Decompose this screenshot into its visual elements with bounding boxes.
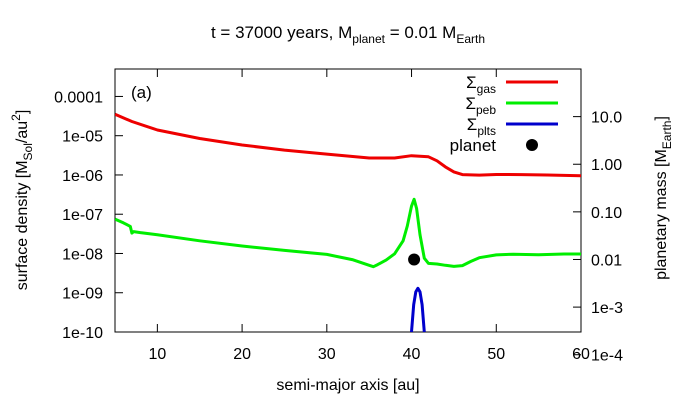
x-tick-label: 50 bbox=[487, 346, 505, 363]
legend-marker bbox=[526, 139, 538, 151]
y-right-tick-label: 1.00 bbox=[591, 157, 622, 174]
y-right-tick-label: 0.01 bbox=[591, 252, 622, 269]
y-right-tick-label: 1e-4 bbox=[591, 348, 623, 365]
y-left-tick-label: 0.0001 bbox=[54, 89, 103, 106]
x-tick-label: 10 bbox=[148, 346, 166, 363]
x-tick-label: 40 bbox=[403, 346, 421, 363]
legend-label: planet bbox=[450, 136, 497, 155]
y-axis-right-title: planetary mass [MEarth] bbox=[653, 116, 674, 280]
chart-title: t = 37000 years, Mplanet = 0.01 MEarth bbox=[211, 23, 485, 46]
y-axis-right: 1e-4 1e-3 0.01 0.10 1.00 10.0 bbox=[573, 110, 623, 365]
y-right-tick-label: 10.0 bbox=[591, 110, 622, 127]
y-right-tick-label: 1e-3 bbox=[591, 300, 623, 317]
legend-label: Σgas bbox=[466, 73, 496, 96]
planet-marker bbox=[408, 253, 421, 266]
series-line-Σpeb bbox=[115, 197, 581, 269]
x-axis-title: semi-major axis [au] bbox=[276, 377, 419, 394]
series-line-Σgas bbox=[115, 112, 581, 178]
panel-label: (a) bbox=[131, 83, 152, 102]
y-axis-left: 1e-10 1e-09 1e-08 1e-07 1e-06 1e-05 0.0001 bbox=[54, 89, 123, 342]
series-group bbox=[115, 112, 581, 332]
y-left-tick-label: 1e-09 bbox=[62, 286, 103, 303]
x-tick-label: 60 bbox=[572, 346, 590, 363]
series-line-Σplts bbox=[410, 286, 426, 332]
y-right-tick-label: 0.10 bbox=[591, 205, 622, 222]
legend-label: Σpeb bbox=[465, 94, 496, 117]
y-left-tick-label: 1e-06 bbox=[62, 168, 103, 185]
y-left-tick-label: 1e-05 bbox=[62, 129, 103, 146]
y-left-tick-label: 1e-10 bbox=[62, 325, 103, 342]
x-tick-label: 30 bbox=[318, 346, 336, 363]
legend-label: Σplts bbox=[467, 115, 496, 138]
y-left-tick-label: 1e-08 bbox=[62, 246, 103, 263]
x-tick-label: 20 bbox=[233, 346, 251, 363]
plot-frame bbox=[114, 68, 582, 333]
y-axis-left-title: surface density [MSol/au2] bbox=[9, 110, 35, 291]
y-left-tick-label: 1e-07 bbox=[62, 207, 103, 224]
x-axis: 10 20 30 40 50 60 bbox=[148, 69, 590, 363]
